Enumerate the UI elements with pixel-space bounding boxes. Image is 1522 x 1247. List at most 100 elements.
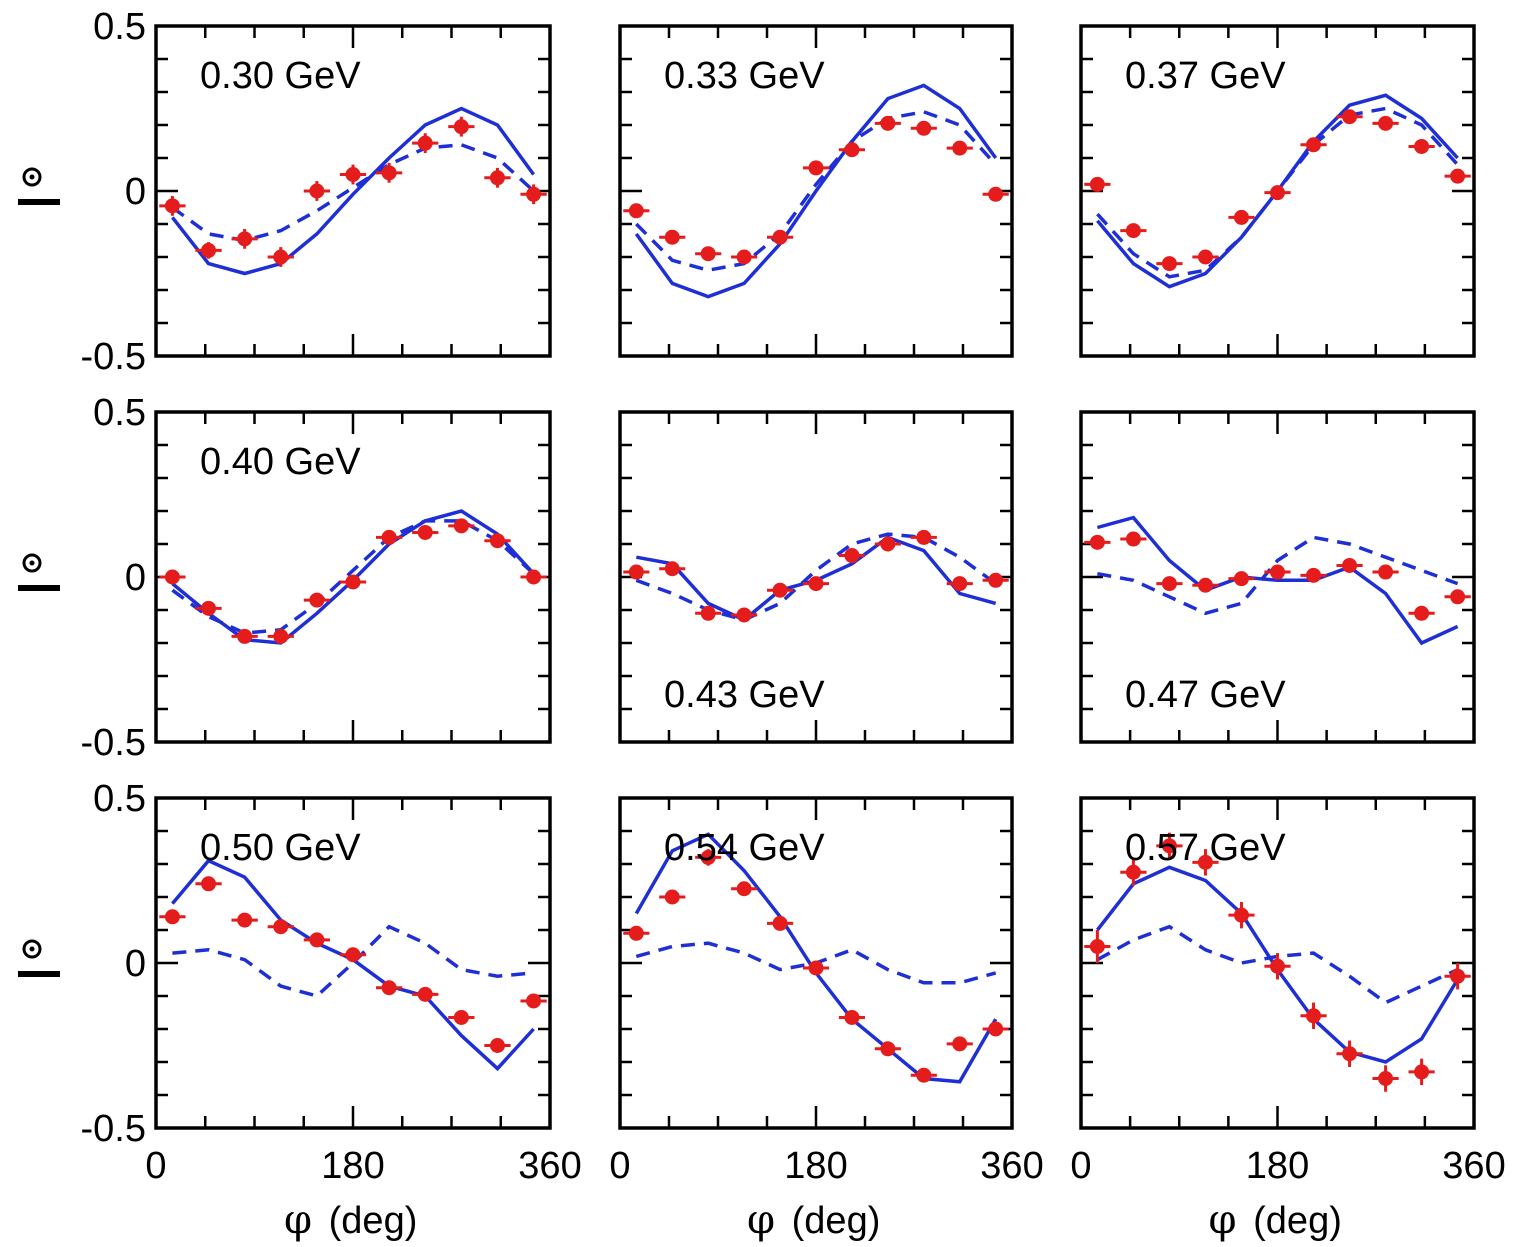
panel-4: 0.40 GeV 0.5 0 -0.5: [18, 392, 552, 764]
data-point: [489, 170, 505, 186]
x-axis-symbol: φ: [284, 1197, 312, 1243]
data-point: [736, 881, 752, 897]
data-point: [201, 600, 217, 616]
panel-energy-label: 0.30 GeV: [200, 55, 361, 97]
panel-9: 0.57 GeV 0 180 360 φ (deg): [1070, 796, 1506, 1243]
data-point: [700, 605, 716, 621]
data-point: [1089, 534, 1105, 550]
data-point: [1342, 557, 1358, 573]
x-axis-label: (deg): [1253, 1200, 1342, 1242]
panel-1: 0.30 GeV 0.5 0 -0.5: [18, 6, 552, 378]
data-point: [700, 246, 716, 262]
solid-curve: [171, 858, 535, 1072]
panel-energy-label: 0.43 GeV: [664, 674, 825, 716]
data-point: [164, 198, 180, 214]
data-point: [453, 518, 469, 534]
data-point: [988, 186, 1004, 202]
y-axis-label: [18, 939, 60, 977]
panel-6: 0.47 GeV: [1079, 410, 1476, 744]
data-point: [844, 548, 860, 564]
data-point: [1270, 958, 1285, 974]
x-tick-label: 360: [518, 1145, 581, 1187]
data-point: [201, 242, 217, 258]
dashed-curve: [1097, 535, 1459, 616]
y-axis-symbol-bar: [18, 199, 60, 205]
data-point: [772, 229, 788, 245]
data-point: [628, 925, 644, 941]
data-point: [700, 849, 716, 865]
y-axis-symbol-bar: [18, 585, 60, 591]
y-tick-label: 0: [125, 171, 146, 213]
y-axis-symbol-dot: [29, 946, 35, 952]
data-point: [1233, 209, 1249, 225]
data-point: [1306, 567, 1322, 583]
data-point: [808, 160, 824, 176]
data-point: [417, 135, 433, 151]
data-point: [381, 165, 397, 181]
panel-energy-label: 0.33 GeV: [664, 55, 825, 97]
solid-curve: [634, 83, 998, 299]
y-tick-label: 0.5: [93, 778, 146, 820]
y-tick-label: -0.5: [81, 336, 146, 378]
data-point: [1378, 564, 1394, 580]
y-tick-label: 0: [125, 557, 146, 599]
data-point: [417, 986, 433, 1002]
y-tick-label: 0.5: [93, 392, 146, 434]
data-point: [1270, 564, 1285, 580]
data-point: [1089, 176, 1105, 192]
data-point: [772, 915, 788, 931]
data-point: [417, 524, 433, 540]
data-point: [273, 249, 289, 265]
y-tick-label: 0: [125, 943, 146, 985]
data-point: [1233, 571, 1249, 587]
data-point: [988, 1021, 1004, 1037]
data-point: [526, 569, 542, 585]
data-point: [489, 533, 505, 549]
data-point: [664, 229, 680, 245]
data-point: [381, 980, 397, 996]
data-point: [1125, 531, 1141, 547]
panel-energy-label: 0.47 GeV: [1125, 674, 1286, 716]
data-point: [1306, 137, 1322, 153]
x-tick-label: 360: [980, 1145, 1043, 1187]
y-axis-symbol-bar: [18, 971, 60, 977]
data-point: [916, 120, 932, 136]
data-point: [1197, 854, 1213, 870]
panel-energy-label: 0.57 GeV: [1125, 827, 1286, 869]
data-point: [1197, 577, 1213, 593]
panel-5: 0.43 GeV: [618, 410, 1014, 744]
data-point: [1378, 1071, 1394, 1086]
x-axis-symbol: φ: [1208, 1197, 1236, 1243]
panel-energy-label: 0.37 GeV: [1125, 55, 1286, 97]
data-point: [1414, 138, 1430, 154]
data-point: [1450, 968, 1466, 984]
y-tick-label: 0.5: [93, 6, 146, 48]
data-point: [808, 576, 824, 592]
data-point: [952, 1036, 968, 1052]
solid-curve: [1096, 515, 1459, 646]
data-point: [1125, 864, 1141, 880]
data-point: [1414, 1064, 1430, 1080]
dashed-curve: [172, 924, 534, 998]
data-point: [345, 167, 361, 182]
data-point: [1089, 939, 1105, 954]
data-point: [1306, 1008, 1322, 1024]
data-point: [772, 582, 788, 598]
data-point: [1414, 605, 1430, 621]
data-point: [1161, 256, 1177, 272]
data-point: [237, 628, 253, 644]
y-axis-symbol-dot: [29, 174, 35, 180]
data-point: [273, 628, 289, 644]
x-tick-label: 0: [1070, 1145, 1091, 1187]
panel-energy-label: 0.40 GeV: [200, 441, 361, 483]
y-axis-symbol-dot: [29, 560, 35, 566]
data-point: [273, 919, 289, 935]
data-point: [526, 993, 542, 1009]
data-point: [237, 231, 253, 247]
y-axis-symbol-circle: [22, 939, 42, 959]
data-point: [1161, 838, 1177, 854]
panel-energy-label: 0.54 GeV: [664, 827, 825, 869]
x-axis-symbol: φ: [747, 1197, 775, 1243]
data-point: [1197, 249, 1213, 265]
data-point: [844, 142, 860, 158]
